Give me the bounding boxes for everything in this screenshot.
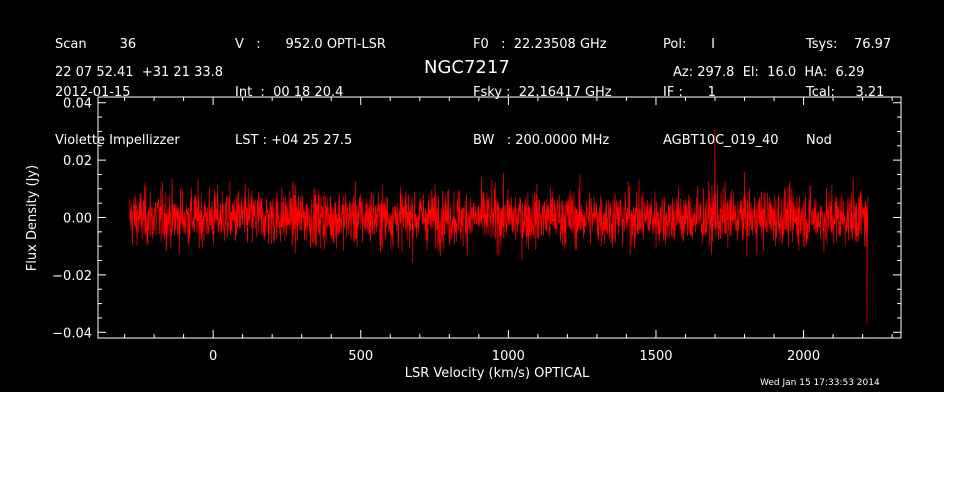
y-tick-label: 0.02 (63, 154, 92, 169)
x-tick-label: 2000 (787, 349, 820, 364)
x-axis-title: LSR Velocity (km/s) OPTICAL (405, 366, 590, 381)
lst-line: LST : +04 25 27.5 (235, 133, 353, 148)
velocity-line: V : 952.0 OPTI-LSR (235, 37, 386, 52)
plot-area: Scan 36 2012-01-15 Violette Impellizzer … (0, 0, 944, 392)
if-line: IF : 1 (663, 85, 716, 100)
date-line: 2012-01-15 (55, 85, 131, 100)
scan-line: Scan 36 (55, 37, 137, 52)
integration-line: Int : 00 18 20.4 (235, 85, 344, 100)
tcal-line: Tcal: 3.21 (806, 85, 885, 100)
header-col2: V : 952.0 OPTI-LSR Int : 00 18 20.4 LST … (235, 5, 386, 181)
spectrum-chart: 0 500 1000 1500 2000 −0.04 −0.02 0.00 0.02 0.04 L… (25, 96, 902, 381)
header-col4: Pol: I IF : 1 AGBT10C_019_40 (663, 5, 779, 181)
pol-line: Pol: I (663, 37, 715, 52)
x-tick-label: 1000 (492, 349, 525, 364)
f0-line: F0 : 22.23508 GHz (473, 37, 607, 52)
az-el-ha: Az: 297.8 El: 16.0 HA: 6.29 (673, 65, 865, 80)
chart-title: NGC7217 (424, 57, 510, 78)
timestamp: Wed Jan 15 17:33:53 2014 (760, 378, 880, 388)
x-tick-label: 1500 (639, 349, 672, 364)
y-tick-label: 0.04 (63, 97, 92, 112)
fsky-line: Fsky : 22.16417 GHz (473, 85, 612, 100)
x-tick-label: 500 (348, 349, 373, 364)
ticks-layer: 0 500 1000 1500 2000 −0.04 −0.02 0.00 0.02 0.04 (52, 97, 901, 364)
header-col3: F0 : 22.23508 GHz Fsky : 22.16417 GHz BW… (473, 5, 612, 181)
coordinates: 22 07 52.41 +31 21 33.8 (55, 65, 224, 80)
header-col5: Tsys: 76.97 Tcal: 3.21 Nod (806, 5, 891, 181)
y-tick-label: −0.02 (52, 269, 92, 284)
x-tick-label: 0 (209, 349, 217, 364)
bw-line: BW : 200.0000 MHz (473, 133, 610, 148)
procedure-line: Nod (806, 133, 832, 148)
trace-layer (129, 128, 869, 324)
header-col1: Scan 36 2012-01-15 Violette Impellizzer (55, 5, 180, 181)
y-tick-label: −0.04 (52, 326, 92, 341)
project-line: AGBT10C_019_40 (663, 133, 779, 148)
y-axis-title: Flux Density (Jy) (25, 165, 40, 271)
spectrum-trace (129, 128, 869, 324)
observer-line: Violette Impellizzer (55, 133, 180, 148)
tsys-line: Tsys: 76.97 (806, 37, 892, 52)
y-tick-label: 0.00 (63, 212, 92, 227)
